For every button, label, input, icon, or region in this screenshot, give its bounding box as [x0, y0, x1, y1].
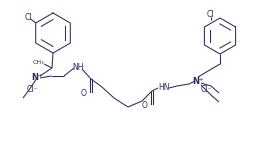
Text: Cl: Cl — [206, 10, 214, 19]
Text: O: O — [81, 89, 87, 98]
Text: NH: NH — [72, 62, 84, 71]
Text: Cl⁻: Cl⁻ — [26, 84, 38, 94]
Text: HN: HN — [158, 84, 170, 92]
Text: N⁺: N⁺ — [31, 73, 43, 82]
Text: O: O — [142, 101, 148, 111]
Text: Cl⁻: Cl⁻ — [200, 86, 212, 95]
Text: Cl: Cl — [25, 14, 32, 22]
Text: CH₃: CH₃ — [32, 60, 44, 65]
Text: N⁺: N⁺ — [192, 76, 204, 86]
